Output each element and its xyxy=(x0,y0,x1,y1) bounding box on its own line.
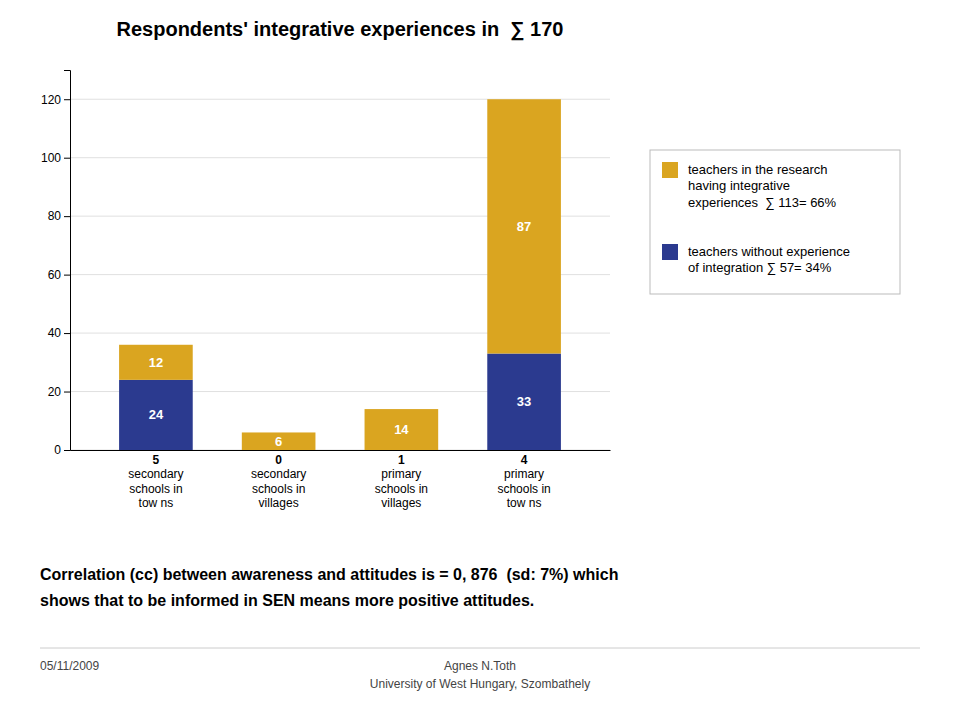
data-label: 33 xyxy=(517,394,531,409)
annotations: Correlation (cc) between awareness and a… xyxy=(40,566,920,691)
tick-label: 120 xyxy=(41,93,61,107)
data-label: 24 xyxy=(149,407,164,422)
tick-mark xyxy=(64,158,70,159)
legend-label: teachers without experienceof integratio… xyxy=(688,244,850,275)
bar xyxy=(487,99,561,353)
annotation: Correlation (cc) between awareness and a… xyxy=(40,566,618,583)
bar xyxy=(119,380,193,450)
footer: University of West Hungary, Szombathely xyxy=(370,677,590,691)
legend-item: teachers in the researchhaving integrati… xyxy=(662,162,837,210)
annotation: shows that to be informed in SEN means m… xyxy=(40,592,534,609)
tick: 60 xyxy=(48,268,70,282)
legend-swatch xyxy=(662,244,678,260)
tick-label: 1primaryschools invillages xyxy=(375,453,428,510)
tick-label: 0 xyxy=(54,443,61,457)
divider xyxy=(40,648,920,649)
bar xyxy=(365,409,439,450)
tick: 0secondaryschools invillages xyxy=(251,450,306,510)
data-label: 6 xyxy=(275,434,282,449)
title: Respondents' integrative experiences in … xyxy=(117,18,564,41)
chart: Respondents' integrative experiences in … xyxy=(0,0,960,716)
y-axis: 0 20 40 60 80 100 120 xyxy=(41,71,71,458)
legend-label: teachers in the researchhaving integrati… xyxy=(688,162,837,210)
tick-label: 100 xyxy=(41,151,61,165)
footer: 05/11/2009 xyxy=(40,659,99,673)
legend-swatch xyxy=(662,162,678,178)
tick-mark xyxy=(64,99,70,100)
grid xyxy=(70,99,610,450)
tick-label: 0secondaryschools invillages xyxy=(251,453,306,510)
bar xyxy=(487,354,561,450)
x-axis: 5secondaryschools intow ns 0secondaryscho… xyxy=(71,450,611,510)
data-label: 12 xyxy=(149,355,163,370)
tick-mark xyxy=(64,450,70,451)
legend-box xyxy=(650,150,900,294)
tick-mark xyxy=(64,333,70,334)
legend: teachers in the researchhaving integrati… xyxy=(650,150,900,294)
tick-label: 40 xyxy=(48,326,62,340)
plot: 0 20 40 60 80 100 120 24 33 12 6 14 87 5secondaryscho… xyxy=(41,71,611,511)
tick: 1primaryschools invillages xyxy=(375,450,428,510)
data-label: 14 xyxy=(394,422,409,437)
tick-label: 60 xyxy=(48,268,62,282)
bar xyxy=(242,432,316,450)
tick-mark xyxy=(64,392,70,393)
tick-label: 4primaryschools intow ns xyxy=(497,453,550,510)
tick: 5secondaryschools intow ns xyxy=(128,450,183,510)
tick-label: 5secondaryschools intow ns xyxy=(128,453,183,510)
tick: 120 xyxy=(41,93,70,107)
data-labels: 24 33 12 6 14 87 xyxy=(149,219,532,449)
legend-item: teachers without experienceof integratio… xyxy=(662,244,850,275)
bars xyxy=(119,99,561,450)
tick: 80 xyxy=(48,209,70,223)
tick: 4primaryschools intow ns xyxy=(497,450,550,510)
tick: 0 xyxy=(54,443,70,457)
data-label: 87 xyxy=(517,219,531,234)
tick: 40 xyxy=(48,326,70,340)
tick: 20 xyxy=(48,385,70,399)
tick-mark xyxy=(64,216,70,217)
footer: Agnes N.Toth xyxy=(444,659,516,673)
axis-line xyxy=(64,71,71,451)
tick-mark xyxy=(64,275,70,276)
axis-line xyxy=(71,450,611,451)
tick: 100 xyxy=(41,151,70,165)
bar xyxy=(119,345,193,380)
tick-label: 80 xyxy=(48,209,62,223)
tick-label: 20 xyxy=(48,385,62,399)
